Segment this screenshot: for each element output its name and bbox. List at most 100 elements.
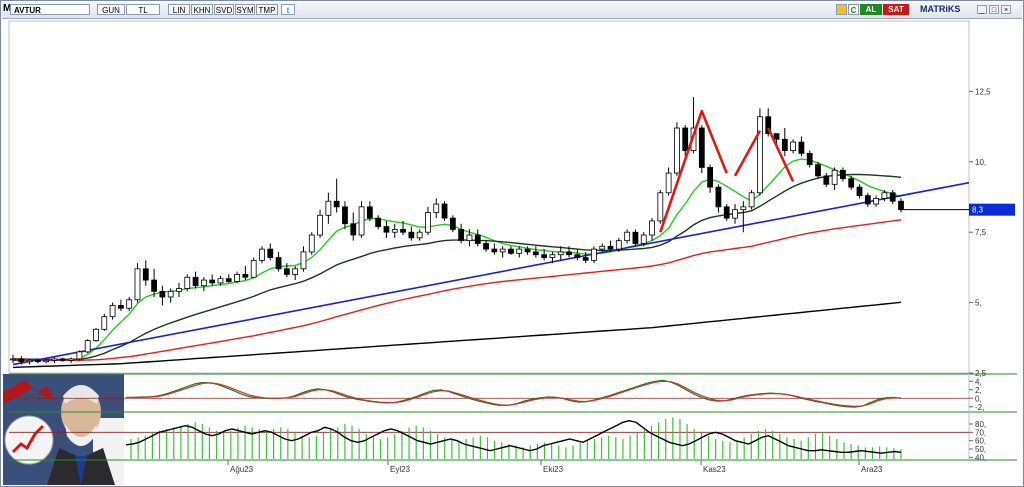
oscillator-1-tick-label: -2, [975, 403, 984, 412]
candle-body [466, 234, 473, 242]
y-tick-label: 2,5 [975, 369, 987, 378]
template-button[interactable]: TMP [256, 4, 278, 15]
candle-body [416, 231, 423, 239]
minimize-icon[interactable]: _ [977, 5, 987, 14]
candle-body [557, 251, 564, 256]
candle-body [881, 192, 888, 199]
candle-body [383, 226, 390, 233]
candle-body [831, 169, 838, 185]
candle-body [18, 358, 25, 363]
close-icon[interactable]: × [1001, 5, 1011, 14]
x-tick-label: Eyl23 [390, 465, 411, 474]
lightning-icon[interactable] [836, 4, 847, 15]
candle-body [524, 248, 531, 253]
candle-body [225, 278, 232, 282]
candle-body [574, 254, 581, 258]
candle-body [317, 214, 323, 236]
oscillator-1-signal-line [125, 380, 901, 407]
candle-body [657, 192, 664, 222]
candle-body [715, 186, 722, 208]
candle-body [757, 116, 763, 194]
sym-button[interactable]: SYM [235, 4, 255, 15]
candle-body [632, 231, 639, 244]
svd-button[interactable]: SVD [214, 4, 234, 15]
candle-body [308, 234, 315, 253]
candle-body [607, 245, 614, 250]
y-tick-label: 12,5 [975, 87, 991, 96]
candle-body [217, 278, 224, 284]
candle-body [259, 248, 265, 261]
twitter-icon[interactable]: t [281, 4, 295, 15]
candle-body [640, 234, 647, 244]
candle-body [864, 195, 871, 205]
candle-body [84, 340, 91, 353]
oscillator-1-tick-label: 4, [975, 377, 982, 386]
refresh-icon[interactable]: C [848, 4, 859, 15]
candle-body [76, 351, 83, 360]
candle-body [333, 200, 340, 208]
linear-scale-button[interactable]: LIN [168, 4, 190, 15]
moving-average-fast [12, 158, 902, 362]
candle-body [209, 279, 216, 284]
candle-body [267, 248, 274, 258]
candle-body [806, 152, 813, 166]
avatar-tie [75, 456, 87, 485]
y-tick-label: 5, [975, 299, 982, 308]
candle-body [134, 268, 141, 301]
candle-body [483, 243, 489, 250]
moving-average-medium [13, 173, 902, 361]
candle-body [342, 206, 348, 225]
candle-body [532, 251, 539, 256]
candle-body [624, 231, 631, 242]
analyst-annotation [767, 127, 795, 183]
candle-body [815, 164, 821, 177]
candle-body [68, 358, 74, 361]
candle-body [51, 358, 58, 361]
sell-button[interactable]: SAT [883, 4, 909, 15]
candle-body [674, 127, 680, 174]
candle-body [665, 172, 672, 194]
candle-body [101, 316, 108, 330]
last-price-label: 8,3 [972, 206, 984, 215]
candle-body [300, 251, 307, 270]
candle-body [192, 276, 199, 287]
symbol-field[interactable]: AVTUR [10, 4, 90, 15]
currency-button[interactable]: TL [126, 4, 160, 15]
x-tick-label: Kas23 [703, 465, 726, 474]
candle-body [740, 206, 747, 211]
y-tick-label: 7,5 [975, 228, 987, 237]
candle-body [35, 359, 41, 363]
candle-body [151, 279, 157, 292]
period-button[interactable]: GUN [97, 4, 125, 15]
candle-body [59, 358, 66, 361]
candle-body [599, 245, 606, 250]
candle-body [491, 248, 498, 253]
restore-icon[interactable]: □ [989, 5, 999, 14]
candle-body [541, 254, 548, 258]
candle-body [176, 288, 182, 292]
candle-body [292, 268, 299, 275]
x-tick-label: Ara23 [861, 465, 883, 474]
avatar-rising-arrow [11, 424, 45, 454]
candle-body [449, 217, 456, 230]
candle-body [142, 268, 149, 281]
candle-body [93, 328, 99, 342]
candle-body [109, 305, 116, 318]
presenter-avatar [3, 374, 124, 485]
candle-body [408, 231, 415, 239]
candle-body [790, 141, 797, 151]
buy-button[interactable]: AL [860, 4, 882, 15]
candle-body [425, 212, 431, 233]
candle-body [723, 206, 730, 219]
analyst-annotation [659, 109, 728, 233]
candle-body [823, 175, 830, 185]
analyst-annotation [733, 130, 762, 177]
candle-body [167, 290, 174, 298]
khn-button[interactable]: KHN [191, 4, 213, 15]
avatar-hair [63, 385, 99, 404]
candle-body [126, 299, 133, 309]
oscillator-1-tick-label: 2, [975, 386, 982, 395]
price-panel-frame [8, 20, 970, 374]
